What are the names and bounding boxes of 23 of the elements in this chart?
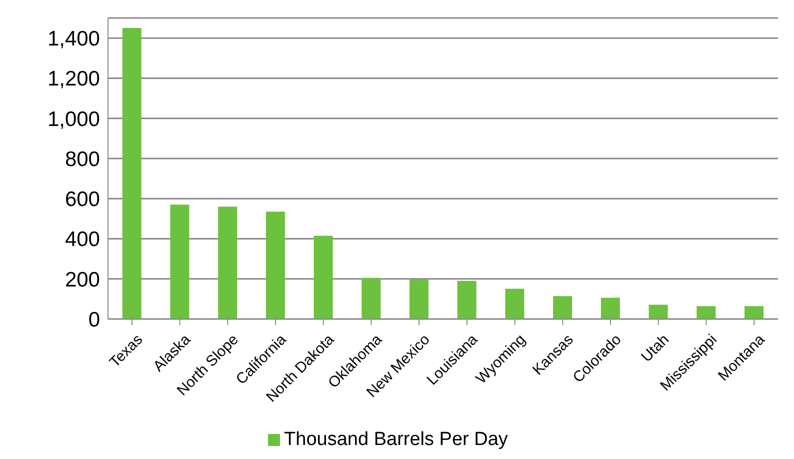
bar [218, 206, 238, 319]
y-tick-label: 600 [64, 188, 100, 212]
bar [266, 212, 285, 319]
bar [600, 298, 620, 319]
bar [505, 288, 524, 319]
bar [648, 304, 668, 319]
bar [696, 306, 716, 319]
bar [553, 296, 572, 319]
bar [122, 28, 142, 319]
y-tick-label: 1,000 [47, 108, 100, 131]
bar [314, 236, 333, 319]
bar [362, 278, 381, 319]
bar [457, 280, 476, 319]
y-tick-label: 0 [88, 308, 100, 332]
bar [170, 204, 190, 319]
bar [744, 306, 764, 319]
y-tick-label: 1,400 [47, 28, 100, 51]
legend-label: Thousand Barrels Per Day [284, 429, 508, 450]
y-tick-label: 200 [64, 268, 100, 292]
y-tick-label: 800 [64, 148, 100, 171]
y-tick-label: 1,200 [47, 68, 100, 91]
y-tick-label: 400 [64, 228, 100, 252]
bar [410, 280, 428, 319]
